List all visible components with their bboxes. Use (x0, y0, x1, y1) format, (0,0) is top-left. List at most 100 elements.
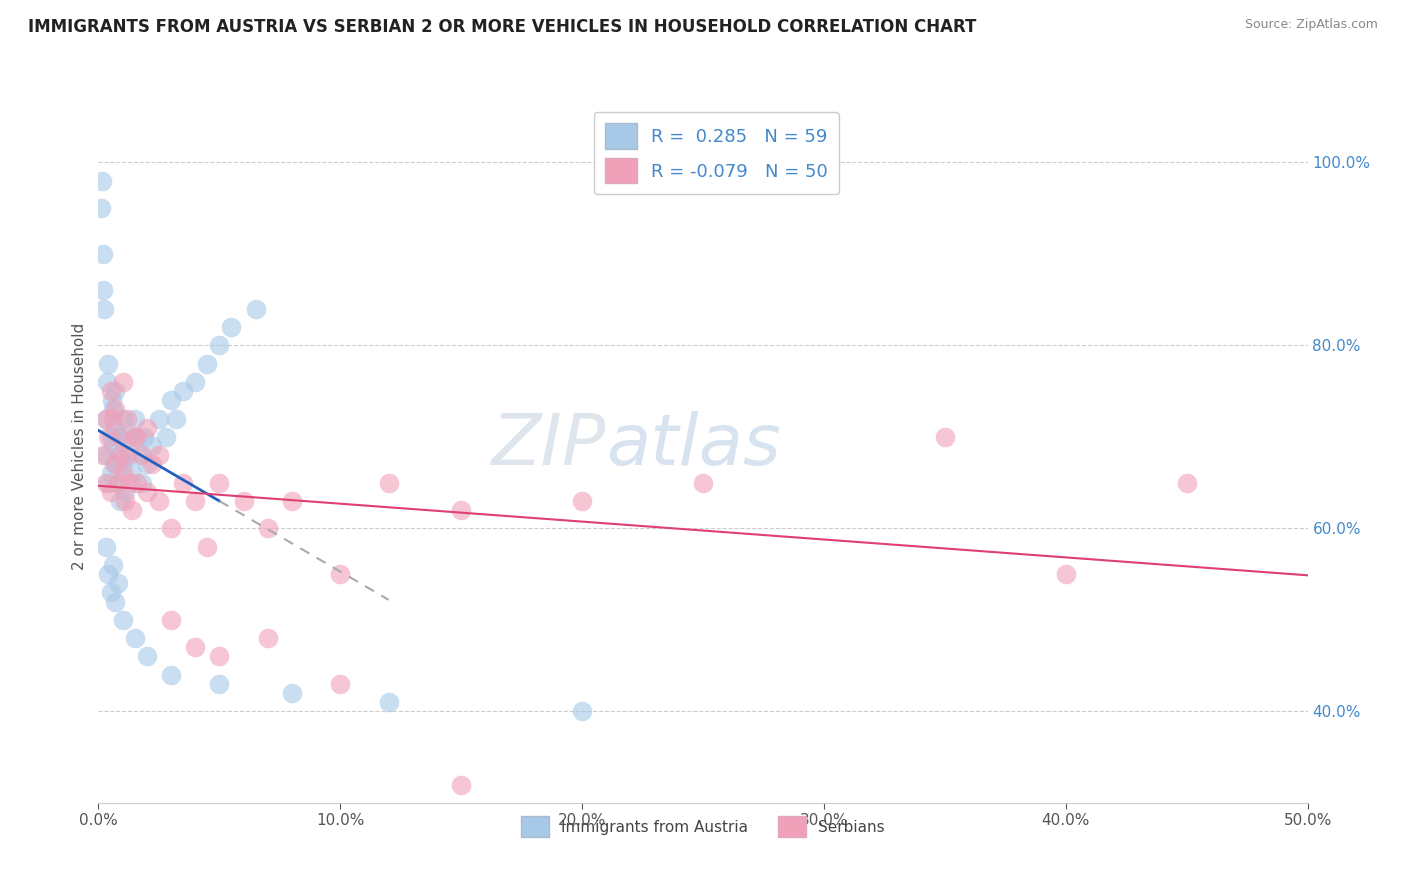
Text: atlas: atlas (606, 411, 780, 481)
Point (111, 458, 134, 472)
Point (100, 384, 122, 398)
Point (377, 695, 399, 709)
Point (155, 430, 177, 444)
Point (172, 384, 194, 398)
Point (141, 458, 163, 472)
Point (148, 411, 170, 425)
Point (1175, 475, 1198, 490)
Point (195, 357, 218, 371)
Point (450, 503, 472, 517)
Point (329, 677, 352, 691)
Point (245, 301, 267, 316)
Point (121, 467, 143, 481)
Point (93, 301, 115, 316)
Text: Source: ZipAtlas.com: Source: ZipAtlas.com (1244, 18, 1378, 31)
Point (101, 402, 124, 417)
Point (117, 411, 139, 425)
Point (124, 430, 146, 444)
Point (108, 430, 131, 444)
Point (104, 458, 127, 472)
Point (131, 475, 153, 490)
Point (377, 475, 399, 490)
Point (111, 375, 134, 389)
Point (96, 375, 118, 389)
Point (94, 411, 117, 425)
Point (221, 320, 243, 334)
Point (160, 393, 183, 408)
Point (135, 649, 157, 664)
Point (450, 777, 472, 791)
Point (208, 677, 231, 691)
Point (1054, 567, 1077, 582)
Point (256, 521, 278, 535)
Point (100, 393, 122, 408)
Point (128, 448, 150, 462)
Point (104, 402, 127, 417)
Point (117, 430, 139, 444)
Point (232, 494, 254, 508)
Y-axis label: 2 or more Vehicles in Household: 2 or more Vehicles in Household (72, 322, 87, 570)
Legend: Immigrants from Austria, Serbians: Immigrants from Austria, Serbians (513, 808, 893, 845)
Point (124, 631, 146, 645)
Point (148, 494, 170, 508)
Point (135, 458, 157, 472)
Point (256, 631, 278, 645)
Point (118, 475, 141, 490)
Point (118, 448, 141, 462)
Point (160, 613, 183, 627)
Point (91, 247, 114, 261)
Point (94, 475, 117, 490)
Point (101, 411, 124, 425)
Point (208, 649, 231, 664)
Point (160, 667, 183, 681)
Point (165, 411, 187, 425)
Point (571, 494, 593, 508)
Point (97, 567, 120, 582)
Point (90, 201, 112, 215)
Point (97, 357, 120, 371)
Point (108, 494, 131, 508)
Point (100, 430, 122, 444)
Point (117, 448, 139, 462)
Point (934, 430, 956, 444)
Point (281, 686, 304, 700)
Point (329, 567, 352, 582)
Point (91, 284, 114, 298)
Point (91, 448, 114, 462)
Point (208, 338, 231, 352)
Point (107, 576, 129, 591)
Point (97, 475, 120, 490)
Point (124, 411, 146, 425)
Point (127, 475, 149, 490)
Point (135, 420, 157, 434)
Point (114, 484, 136, 499)
Text: IMMIGRANTS FROM AUSTRIA VS SERBIAN 2 OR MORE VEHICLES IN HOUSEHOLD CORRELATION C: IMMIGRANTS FROM AUSTRIA VS SERBIAN 2 OR … (28, 18, 977, 36)
Point (97, 430, 120, 444)
Text: ZIP: ZIP (492, 411, 606, 481)
Point (104, 420, 127, 434)
Point (100, 585, 122, 599)
Point (103, 458, 125, 472)
Point (135, 484, 157, 499)
Point (111, 613, 134, 627)
Point (134, 430, 156, 444)
Point (121, 503, 143, 517)
Point (124, 430, 146, 444)
Point (131, 448, 153, 462)
Point (94, 448, 117, 462)
Point (692, 475, 714, 490)
Point (94, 411, 117, 425)
Point (184, 640, 207, 655)
Point (91, 174, 114, 188)
Point (281, 494, 304, 508)
Point (208, 475, 231, 490)
Point (127, 430, 149, 444)
Point (104, 384, 127, 398)
Point (184, 494, 207, 508)
Point (195, 540, 218, 554)
Point (101, 558, 124, 572)
Point (107, 475, 129, 490)
Point (108, 448, 131, 462)
Point (104, 594, 127, 608)
Point (107, 475, 129, 490)
